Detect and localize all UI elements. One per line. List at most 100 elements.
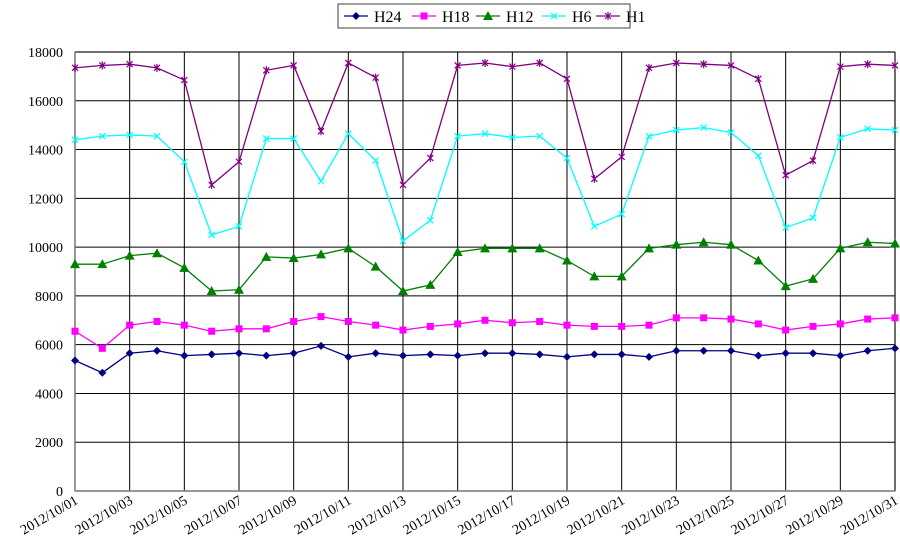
square-marker bbox=[208, 327, 216, 335]
x-marker bbox=[153, 132, 161, 140]
x-tick-label: 2012/10/29 bbox=[784, 493, 847, 538]
x-marker bbox=[290, 135, 298, 143]
star-marker bbox=[563, 74, 571, 83]
diamond-marker bbox=[207, 350, 216, 359]
star-marker bbox=[454, 61, 462, 70]
diamond-marker bbox=[508, 349, 517, 358]
x-marker bbox=[98, 132, 106, 140]
diamond-marker bbox=[289, 349, 298, 358]
y-tick-label: 2000 bbox=[35, 436, 63, 451]
x-marker bbox=[590, 222, 598, 230]
x-tick-label: 2012/10/27 bbox=[729, 493, 792, 538]
star-marker bbox=[536, 58, 544, 67]
triangle-marker bbox=[808, 273, 818, 283]
square-marker bbox=[754, 320, 762, 328]
square-marker bbox=[645, 321, 653, 329]
gridlines bbox=[74, 51, 896, 492]
triangle-marker bbox=[261, 251, 272, 261]
x-marker bbox=[618, 210, 626, 218]
square-marker bbox=[317, 313, 325, 321]
legend-item-h24: H24 bbox=[344, 9, 402, 26]
square-marker bbox=[420, 12, 428, 20]
legend-label: H18 bbox=[442, 9, 470, 26]
diamond-marker bbox=[98, 368, 107, 377]
x-marker bbox=[71, 136, 79, 144]
y-tick-label: 18000 bbox=[28, 46, 63, 61]
square-marker bbox=[71, 327, 79, 335]
square-marker bbox=[563, 321, 571, 329]
x-marker bbox=[836, 133, 844, 141]
legend-item-h18: H18 bbox=[412, 9, 470, 26]
y-tick-label: 8000 bbox=[35, 290, 63, 305]
x-marker bbox=[536, 132, 544, 140]
triangle-marker bbox=[616, 271, 627, 281]
triangle-marker bbox=[316, 249, 326, 259]
x-marker bbox=[550, 12, 558, 20]
star-marker bbox=[891, 61, 899, 70]
diamond-marker bbox=[371, 349, 380, 358]
diamond-marker bbox=[836, 351, 845, 360]
x-tick-label: 2012/10/09 bbox=[237, 493, 300, 538]
y-tick-label: 12000 bbox=[28, 192, 63, 207]
triangle-marker bbox=[343, 243, 354, 253]
y-tick-label: 6000 bbox=[35, 339, 63, 354]
triangle-marker bbox=[726, 239, 736, 249]
star-marker bbox=[618, 152, 626, 161]
star-marker bbox=[290, 61, 298, 70]
square-marker bbox=[782, 326, 790, 334]
triangle-marker bbox=[288, 253, 299, 263]
diamond-marker bbox=[153, 346, 161, 355]
diamond-marker bbox=[262, 351, 271, 360]
diamond-marker bbox=[754, 351, 763, 360]
x-marker bbox=[672, 126, 680, 134]
triangle-marker bbox=[507, 243, 518, 253]
x-marker bbox=[481, 130, 489, 138]
square-marker bbox=[180, 321, 188, 329]
star-marker bbox=[98, 61, 106, 70]
square-marker bbox=[727, 315, 735, 323]
triangle-marker bbox=[780, 281, 791, 291]
triangle-marker bbox=[644, 243, 654, 253]
x-marker bbox=[126, 131, 134, 139]
triangle-marker bbox=[234, 284, 244, 294]
x-tick-label: 2012/10/17 bbox=[456, 493, 519, 538]
x-tick-label: 2012/10/13 bbox=[346, 493, 409, 538]
y-tick-label: 16000 bbox=[28, 95, 63, 110]
star-marker bbox=[399, 180, 407, 189]
square-marker bbox=[290, 317, 298, 325]
x-marker bbox=[235, 222, 243, 230]
star-marker bbox=[809, 156, 817, 165]
diamond-marker bbox=[125, 349, 134, 358]
triangle-marker bbox=[698, 237, 709, 247]
y-tick-label: 14000 bbox=[28, 144, 63, 159]
x-tick-label: 2012/10/15 bbox=[401, 493, 464, 538]
x-marker bbox=[317, 177, 325, 185]
series-h24 bbox=[71, 341, 899, 377]
star-marker bbox=[426, 154, 434, 163]
x-tick-label: 2012/10/01 bbox=[18, 493, 81, 538]
star-marker bbox=[262, 66, 270, 75]
triangle-marker bbox=[398, 286, 408, 296]
x-tick-label: 2012/10/05 bbox=[128, 493, 191, 538]
triangle-marker bbox=[152, 248, 162, 258]
x-marker bbox=[454, 132, 462, 140]
legend-item-h12: H12 bbox=[476, 9, 534, 26]
star-marker bbox=[754, 74, 762, 83]
x-axis-tick-labels: 2012/10/012012/10/032012/10/052012/10/07… bbox=[18, 493, 900, 538]
square-marker bbox=[344, 317, 352, 325]
triangle-marker bbox=[97, 259, 108, 269]
star-marker bbox=[126, 60, 134, 69]
legend-item-h6: H6 bbox=[542, 9, 592, 26]
diamond-marker bbox=[891, 344, 899, 353]
series-line bbox=[74, 62, 896, 187]
triangle-marker bbox=[452, 246, 463, 256]
diamond-marker bbox=[563, 352, 571, 361]
triangle-marker bbox=[753, 255, 764, 265]
triangle-marker bbox=[534, 243, 545, 253]
triangle-marker bbox=[124, 250, 135, 260]
diamond-marker bbox=[590, 350, 599, 359]
x-marker bbox=[891, 126, 899, 134]
star-marker bbox=[836, 62, 844, 71]
triangle-marker bbox=[562, 255, 572, 265]
